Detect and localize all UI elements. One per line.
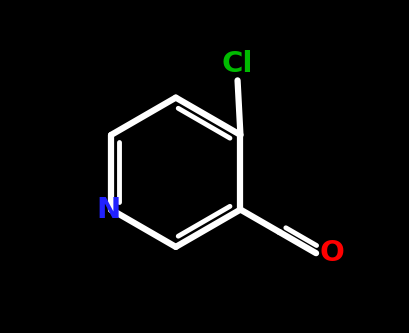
Text: N: N — [96, 195, 120, 223]
Text: Cl: Cl — [222, 50, 253, 78]
Text: O: O — [320, 239, 345, 267]
